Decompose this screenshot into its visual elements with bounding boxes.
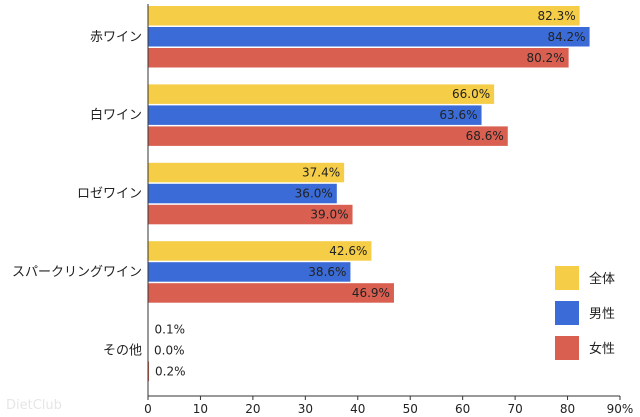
legend-swatch bbox=[555, 336, 579, 360]
x-tick-label: 0 bbox=[144, 402, 152, 416]
data-label: 80.2% bbox=[526, 51, 564, 65]
bar bbox=[148, 105, 482, 125]
data-label: 39.0% bbox=[310, 208, 348, 222]
bar bbox=[148, 262, 351, 282]
x-tick-label: 30 bbox=[298, 402, 313, 416]
legend-swatch bbox=[555, 266, 579, 290]
category-label: スパークリングワイン bbox=[12, 265, 142, 280]
legend-label: 全体 bbox=[589, 271, 615, 287]
bar bbox=[148, 48, 569, 68]
data-label: 82.3% bbox=[537, 9, 575, 23]
bar bbox=[148, 204, 353, 225]
data-label: 38.6% bbox=[308, 265, 346, 279]
data-label: 37.4% bbox=[302, 166, 340, 180]
legend-label: 男性 bbox=[589, 307, 615, 322]
x-tick-label: 40 bbox=[350, 402, 365, 416]
x-tick-label: 80 bbox=[560, 402, 575, 416]
category-label: 赤ワイン bbox=[90, 30, 142, 45]
data-label: 66.0% bbox=[452, 87, 490, 101]
data-label: 84.2% bbox=[547, 30, 585, 44]
bars-layer bbox=[148, 6, 590, 382]
data-label: 36.0% bbox=[295, 187, 333, 201]
bar bbox=[148, 6, 580, 26]
x-tick-label: 60 bbox=[455, 402, 470, 416]
data-label: 46.9% bbox=[352, 286, 390, 300]
bar bbox=[148, 27, 590, 47]
data-label: 0.0% bbox=[154, 343, 185, 357]
bar bbox=[148, 126, 508, 146]
x-tick-label: 20 bbox=[245, 402, 260, 416]
category-label: 白ワイン bbox=[90, 107, 142, 123]
bar bbox=[148, 162, 345, 183]
data-label: 63.6% bbox=[439, 108, 477, 122]
bar bbox=[148, 283, 394, 303]
x-tick-label: 10 bbox=[193, 402, 208, 416]
data-label: 68.6% bbox=[466, 129, 504, 143]
category-label: その他 bbox=[103, 343, 142, 358]
labels-layer: 赤ワイン 82.3% 84.2% 80.2% 白ワイン 66.0% 63.6% 68.6% ロゼ… bbox=[12, 9, 586, 379]
bar bbox=[148, 183, 337, 204]
bar bbox=[148, 241, 372, 261]
x-tick-label: 50 bbox=[403, 402, 418, 416]
legend-label: 女性 bbox=[589, 341, 615, 357]
x-axis: 0 10 20 30 40 50 60 70 80 90% bbox=[144, 4, 633, 416]
bar bbox=[148, 84, 495, 104]
data-label: 0.1% bbox=[155, 322, 186, 336]
category-label: ロゼワイン bbox=[77, 187, 142, 202]
x-tick-label: 90% bbox=[607, 402, 634, 416]
watermark-logo: DietClub bbox=[6, 398, 62, 413]
data-label: 42.6% bbox=[329, 244, 367, 258]
legend-swatch bbox=[555, 301, 579, 325]
x-tick-label: 70 bbox=[507, 402, 522, 416]
bar bbox=[148, 361, 150, 382]
data-label: 0.2% bbox=[155, 364, 186, 378]
